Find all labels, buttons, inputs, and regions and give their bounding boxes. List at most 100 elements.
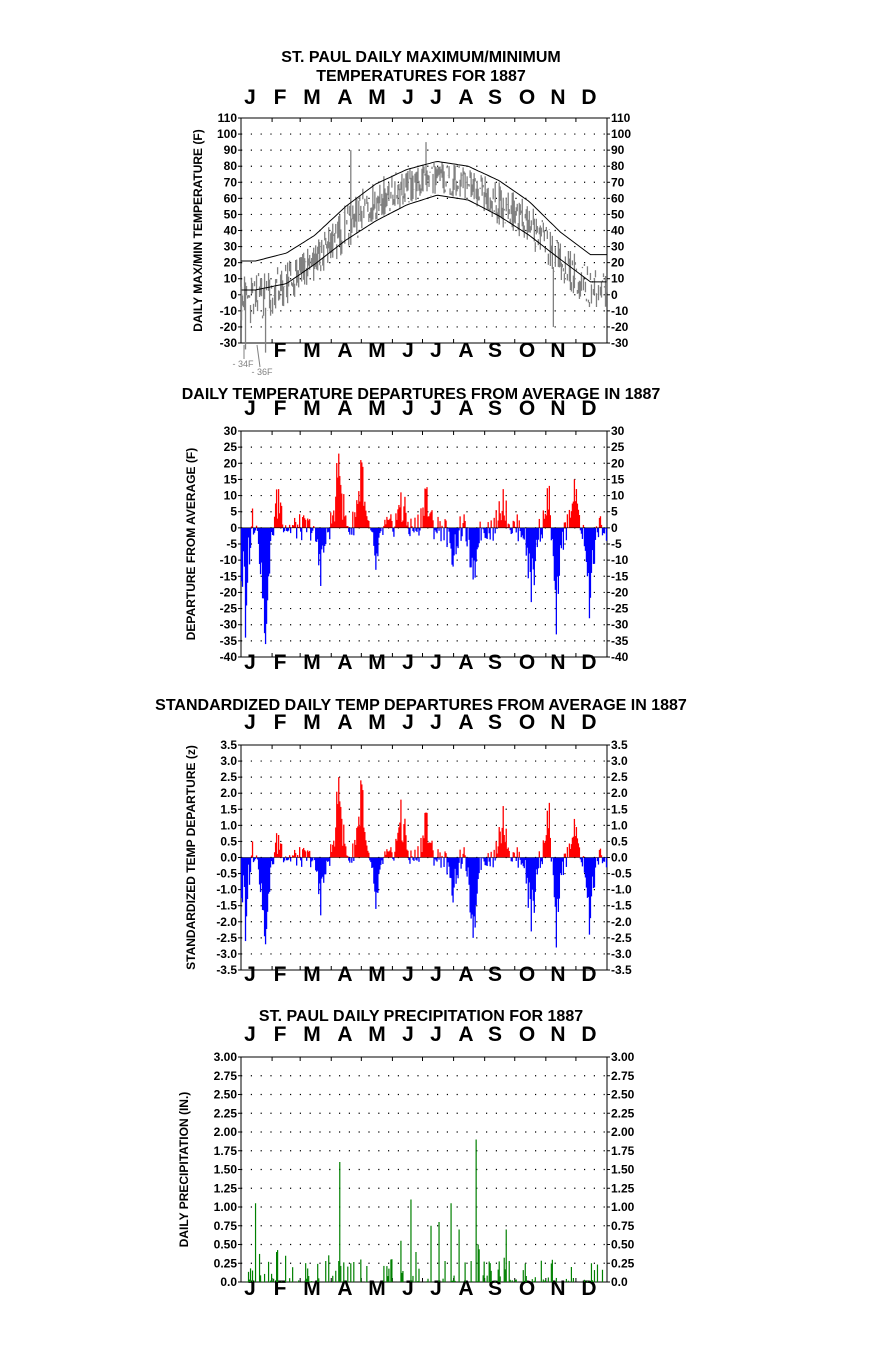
- annotation-min-jan: - 34F: [232, 359, 254, 369]
- month-label-bottom: O: [519, 1277, 535, 1300]
- y-tick-label-right: 40: [611, 224, 625, 238]
- month-label-top: J: [244, 711, 256, 734]
- y-axis-label: STANDARDIZED TEMP DEPARTURE (z): [184, 745, 198, 970]
- y-tick-label-right: -2.5: [611, 931, 632, 945]
- y-tick-label-right: 2.0: [611, 786, 628, 800]
- y-tick-label-left: 2.25: [214, 1106, 238, 1120]
- month-label-bottom: J: [430, 1277, 442, 1300]
- y-tick-label-left: 110: [218, 111, 238, 125]
- y-tick-label-left: -3.0: [216, 947, 237, 961]
- month-label-bottom: A: [458, 339, 473, 362]
- chart-title: ST. PAUL DAILY MAXIMUM/MINIMUM: [281, 49, 560, 66]
- y-tick-label-left: 15: [224, 472, 238, 486]
- y-tick-label-left: -10: [220, 553, 238, 567]
- y-tick-label-right: 60: [611, 191, 625, 205]
- y-tick-label-right: 0: [611, 288, 618, 302]
- month-label-bottom: A: [458, 963, 473, 986]
- month-label-bottom: F: [274, 651, 287, 674]
- y-tick-label-right: 1.00: [611, 1200, 635, 1214]
- month-label-top: S: [488, 397, 502, 420]
- y-tick-label-left: 30: [224, 424, 238, 438]
- y-tick-label-left: 2.00: [214, 1125, 238, 1139]
- y-tick-label-right: 2.75: [611, 1069, 635, 1083]
- month-label-top: N: [550, 397, 565, 420]
- y-tick-label-left: 1.50: [214, 1163, 238, 1177]
- y-tick-label-left: 2.50: [214, 1088, 238, 1102]
- month-label-top: F: [274, 86, 287, 109]
- y-tick-label-right: -3.0: [611, 947, 632, 961]
- y-tick-label-left: -1.5: [216, 899, 237, 913]
- y-tick-label-left: 1.5: [220, 802, 237, 816]
- month-label-bottom: J: [402, 651, 414, 674]
- plot-frame: [240, 1056, 608, 1283]
- month-label-top: D: [581, 711, 596, 734]
- month-label-top: M: [303, 1023, 321, 1046]
- y-tick-label-right: 2.5: [611, 770, 628, 784]
- y-tick-label-left: 0.5: [220, 834, 237, 848]
- y-tick-label-right: -20: [611, 320, 629, 334]
- month-label-bottom: J: [244, 651, 256, 674]
- month-label-bottom: F: [274, 1277, 287, 1300]
- month-label-top: A: [458, 1023, 473, 1046]
- y-tick-label-right: 90: [611, 143, 625, 157]
- month-label-bottom: S: [488, 339, 502, 362]
- y-tick-label-left: 0: [230, 288, 237, 302]
- y-tick-label-right: -10: [611, 304, 629, 318]
- annotation-min-feb: - 36F: [251, 367, 273, 377]
- month-label-bottom: M: [303, 339, 321, 362]
- month-label-top: J: [430, 1023, 442, 1046]
- month-label-top: J: [402, 397, 414, 420]
- y-tick-label-left: -2.5: [216, 931, 237, 945]
- chart-title: ST. PAUL DAILY PRECIPITATION FOR 1887: [259, 1008, 583, 1025]
- y-tick-label-left: 20: [224, 456, 238, 470]
- month-label-bottom: D: [581, 1277, 596, 1300]
- y-tick-label-right: -25: [611, 602, 629, 616]
- month-label-bottom: J: [430, 339, 442, 362]
- y-tick-label-left: -10: [220, 304, 238, 318]
- y-tick-label-left: 2.5: [220, 770, 237, 784]
- y-axis-label: DAILY MAX/MIN TEMPERATURE (F): [191, 129, 205, 331]
- y-tick-label-left: 2.75: [214, 1069, 238, 1083]
- month-label-top: A: [458, 711, 473, 734]
- month-label-top: A: [458, 86, 473, 109]
- y-tick-label-left: -1.0: [216, 883, 237, 897]
- y-tick-label-right: 50: [611, 207, 625, 221]
- y-tick-label-right: 15: [611, 472, 625, 486]
- y-tick-label-right: 1.0: [611, 818, 628, 832]
- month-label-bottom: D: [581, 651, 596, 674]
- y-tick-label-right: -20: [611, 585, 629, 599]
- y-tick-label-right: 80: [611, 159, 625, 173]
- y-tick-label-left: 10: [224, 272, 238, 286]
- month-label-bottom: A: [337, 339, 352, 362]
- y-tick-label-left: 0.0: [220, 851, 237, 865]
- month-label-bottom: D: [581, 339, 596, 362]
- y-tick-label-right: 1.75: [611, 1144, 635, 1158]
- y-tick-label-left: -35: [220, 634, 238, 648]
- month-label-bottom: N: [550, 1277, 565, 1300]
- y-tick-label-left: 1.75: [214, 1144, 238, 1158]
- y-tick-label-left: -30: [220, 618, 238, 632]
- y-tick-label-right: 3.00: [611, 1050, 635, 1064]
- month-label-bottom: J: [402, 339, 414, 362]
- month-label-top: D: [581, 397, 596, 420]
- month-label-bottom: F: [274, 963, 287, 986]
- month-label-bottom: A: [458, 1277, 473, 1300]
- y-tick-label-right: 0.0: [611, 1275, 628, 1289]
- y-tick-label-left: 80: [224, 159, 238, 173]
- month-label-top: F: [274, 1023, 287, 1046]
- month-label-top: J: [430, 86, 442, 109]
- y-tick-label-left: 5: [230, 505, 237, 519]
- y-tick-label-left: 10: [224, 489, 238, 503]
- y-tick-label-right: 25: [611, 440, 625, 454]
- y-tick-label-right: 5: [611, 505, 618, 519]
- month-label-bottom: O: [519, 651, 535, 674]
- month-label-bottom: A: [337, 651, 352, 674]
- y-tick-label-left: 40: [224, 224, 238, 238]
- month-label-bottom: A: [458, 651, 473, 674]
- normal-min-line: [241, 194, 607, 291]
- y-tick-label-left: 0.25: [214, 1256, 238, 1270]
- chart-1: ST. PAUL DAILY MAXIMUM/MINIMUM TEMPERATUR…: [191, 49, 631, 377]
- y-tick-label-right: 1.25: [611, 1181, 635, 1195]
- y-tick-label-left: 3.0: [220, 754, 237, 768]
- y-tick-label-right: 20: [611, 256, 625, 270]
